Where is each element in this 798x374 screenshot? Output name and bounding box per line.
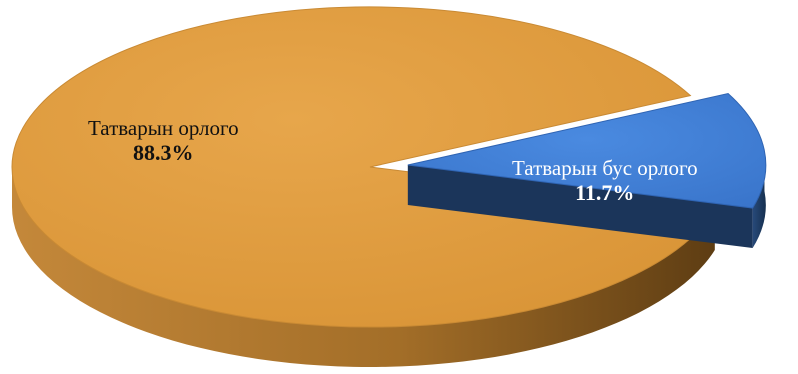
slice-name: Татварын орлого bbox=[88, 116, 239, 140]
slice-wall-non-tax-revenue bbox=[407, 165, 753, 249]
slice-side-non-tax-revenue bbox=[752, 151, 766, 249]
slice-percentage: 88.3% bbox=[133, 140, 194, 166]
slice-label-non-tax-revenue: Татварын бус орлого 11.7% bbox=[512, 156, 698, 205]
slice-tax-revenue bbox=[11, 6, 716, 328]
slice-non-tax-revenue bbox=[407, 93, 767, 209]
slice-label-tax-revenue: Татварын орлого 88.3% bbox=[88, 116, 239, 165]
slice-side-tax-revenue bbox=[12, 167, 715, 367]
slice-percentage: 11.7% bbox=[575, 180, 635, 206]
slice-name: Татварын бус орлого bbox=[512, 156, 698, 180]
